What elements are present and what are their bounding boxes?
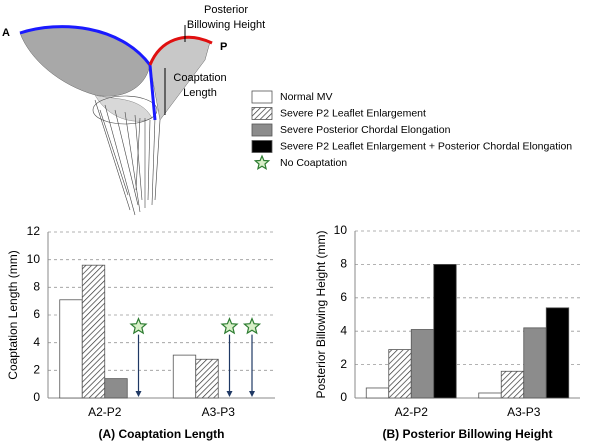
x-tick-label: A2-P2 [395,405,429,419]
billowing-label: Billowing Height [187,19,265,31]
legend-swatch [251,123,273,137]
chart-title: (A) Coaptation Length [99,427,225,441]
bar [523,327,547,399]
y-tick-label: 10 [334,223,348,237]
legend-label: Severe P2 Leaflet Enlargement [280,107,426,119]
bar [388,349,412,399]
bar [545,307,570,399]
y-tick-label: 4 [340,323,347,337]
y-tick-label: 8 [340,257,347,271]
coaptation-label: Coaptation [173,72,226,84]
legend-label: Severe P2 Leaflet Enlargement + Posterio… [280,140,572,152]
y-tick-label: 6 [340,290,347,304]
y-tick-label: 6 [33,307,40,321]
y-tick-label: 10 [27,252,41,266]
y-tick-label: 2 [33,363,40,377]
bar [410,329,435,399]
bar [59,299,83,399]
no-coaptation-star [220,317,239,335]
x-tick-label: A3-P3 [202,405,236,419]
x-tick-label: A3-P3 [507,405,541,419]
anterior-label: A [2,27,10,39]
bar [478,392,502,399]
bar [365,387,390,399]
y-tick-label: 2 [340,357,347,371]
valve-illustration: A P Posterior Billowing Height Coaptatio… [2,4,265,216]
bar [433,263,457,399]
legend-swatch [251,90,273,104]
bar [81,264,106,399]
x-tick-label: A2-P2 [88,405,122,419]
chart-title: (B) Posterior Billowing Height [383,427,553,441]
legend-swatch [251,140,273,153]
y-tick-label: 4 [33,335,40,349]
legend-label: Normal MV [280,91,333,103]
y-tick-label: 0 [340,390,347,404]
no-coaptation-star [129,317,148,335]
charts: 0 2 4 6 8 10 12 Coaptation Length (mm) (A) Coapt… [6,223,580,441]
bar [500,370,525,399]
y-tick-label: 0 [33,390,40,404]
legend-swatch [251,107,273,120]
legend-label: Severe Posterior Chordal Elongation [280,124,451,136]
no-coaptation-arrowhead [135,391,142,397]
legend-star [253,154,271,170]
bar [172,354,197,399]
billowing-label: Posterior [204,4,248,16]
y-axis-title: Posterior Billowing Height (mm) [314,230,328,398]
y-tick-label: 12 [27,224,41,238]
bar [195,358,219,399]
posterior-label: P [220,41,227,53]
bar [104,378,128,399]
y-axis-title: Coaptation Length (mm) [6,250,20,379]
coaptation-label: Length [183,87,217,99]
legend-label: No Coaptation [280,157,347,169]
no-coaptation-arrowhead [249,391,255,397]
no-coaptation-star [242,317,262,335]
no-coaptation-arrowhead [226,391,233,397]
legend: Normal MV Severe P2 Leaflet Enlargement Se… [251,90,572,170]
y-tick-label: 8 [33,280,40,294]
